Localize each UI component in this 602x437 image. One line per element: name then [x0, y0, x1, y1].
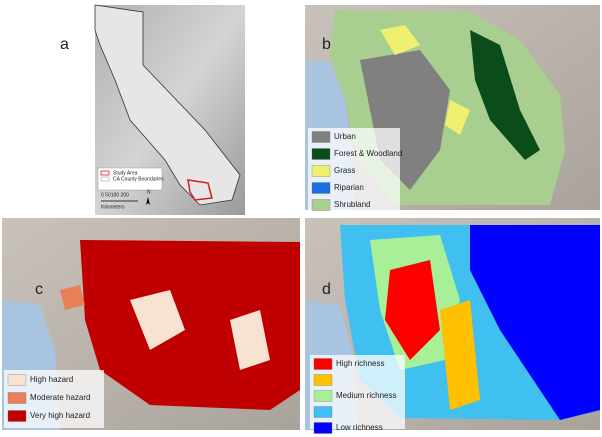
- legend-label: Study Area: [113, 170, 138, 176]
- grass: [445, 100, 470, 135]
- legend-swatch: [313, 406, 333, 418]
- panel-label: b: [322, 36, 331, 53]
- grass: [380, 25, 420, 55]
- legend-swatch: [311, 165, 331, 177]
- high-hazard: [230, 310, 270, 370]
- legend-swatch: [311, 182, 331, 194]
- legend-label: Forest & Woodland: [334, 149, 402, 158]
- panel-c: [2, 218, 300, 430]
- north-arrow: [146, 197, 150, 205]
- legend-swatch: [100, 170, 110, 176]
- legend-label: Urban: [334, 132, 356, 141]
- moderate-hazard: [60, 285, 85, 310]
- richness-1: [385, 260, 440, 360]
- scale-unit: Kilometers: [101, 204, 125, 210]
- legend-swatch: [313, 422, 333, 434]
- legend-swatch: [313, 358, 333, 370]
- legend-label: Grass: [334, 166, 355, 175]
- panel-label: c: [35, 281, 43, 298]
- north-label: N: [147, 189, 151, 195]
- panel-b: [305, 5, 600, 210]
- legend-swatch: [7, 410, 27, 422]
- high-hazard: [130, 290, 185, 350]
- panel-label: a: [60, 36, 69, 53]
- california: [94, 4, 241, 206]
- legend-swatch: [7, 374, 27, 386]
- legend-label: Low richness: [336, 423, 383, 432]
- scale-text: 0 50100 200: [101, 192, 129, 198]
- panel-a: 0 50100 200 Kilometers N: [94, 4, 245, 215]
- legend-swatch: [100, 176, 110, 182]
- legend-label: High hazard: [30, 375, 73, 384]
- legend-swatch: [311, 148, 331, 160]
- legend-label: CA County Boundaries: [113, 176, 164, 182]
- richness-5: [470, 225, 600, 420]
- legend-box: [97, 167, 163, 191]
- legend-label: Shrubland: [334, 200, 370, 209]
- legend-swatch: [311, 199, 331, 211]
- legend-swatch: [313, 390, 333, 402]
- legend-label: Medium richness: [336, 391, 396, 400]
- panel-label: d: [322, 281, 331, 298]
- richness-2: [440, 300, 480, 410]
- legend-swatch: [313, 374, 333, 386]
- legend-swatch: [7, 392, 27, 404]
- forest: [470, 30, 540, 160]
- legend-label: High richness: [336, 359, 384, 368]
- legend-label: Very high hazard: [30, 411, 90, 420]
- legend-label: Riparian: [334, 183, 364, 192]
- study-area: [187, 179, 213, 201]
- legend-label: Moderate hazard: [30, 393, 90, 402]
- legend-swatch: [311, 131, 331, 143]
